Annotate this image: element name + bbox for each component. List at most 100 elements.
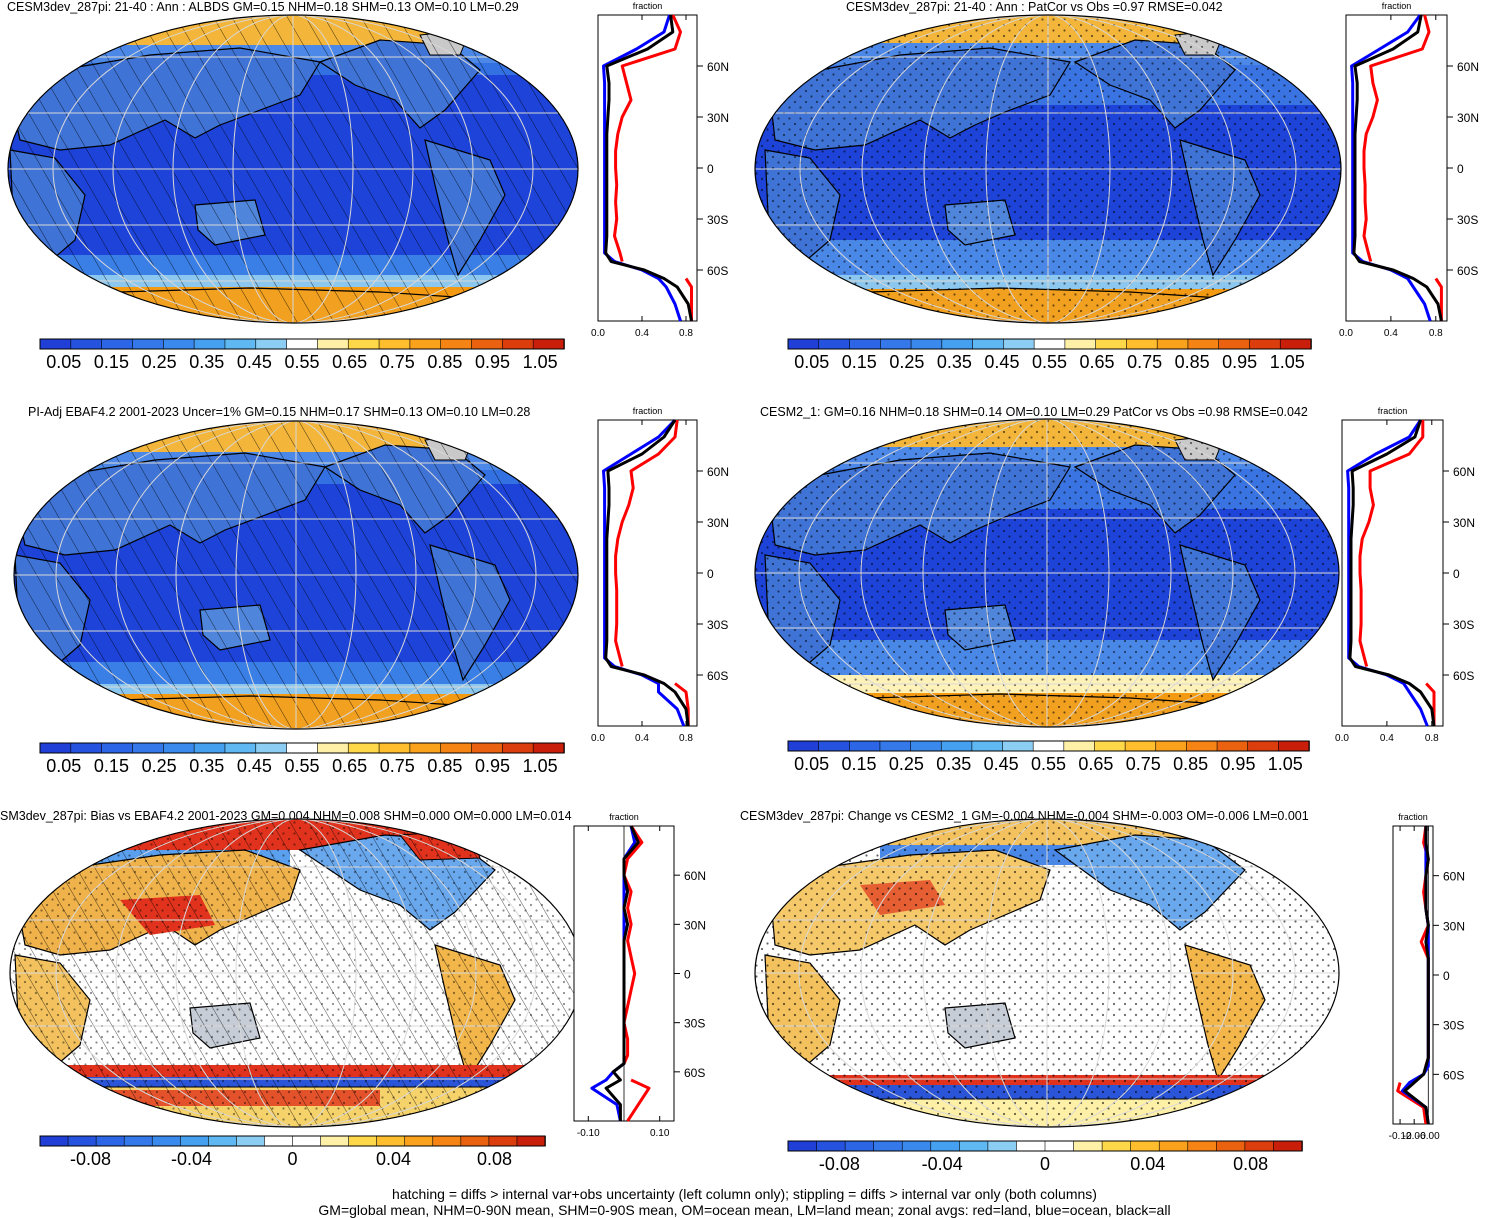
colorbar-swatch: [930, 1140, 961, 1152]
zonal-series-land: [622, 825, 651, 1122]
colorbar-swatch: [67, 1135, 97, 1147]
colorbar-label: 0.85: [1175, 352, 1210, 372]
colorbar-swatch: [1244, 1140, 1275, 1152]
zonal-xtick-label: 0.0: [591, 328, 605, 339]
colorbar-label: 0.35: [189, 756, 224, 776]
colorbar-swatch: [39, 1135, 69, 1147]
zonal-xtick-label: -0.00: [1417, 1131, 1440, 1142]
colorbar-swatch: [292, 1135, 322, 1147]
colorbar-swatch: [376, 1135, 406, 1147]
panel-4-map: [9, 818, 583, 1128]
colorbar-swatch: [39, 338, 72, 350]
zonal-plot-4: fraction -0.10 0.10 60N 30N 0 30S 60S: [573, 812, 706, 1139]
zonal-xtick-label: 0.4: [635, 328, 649, 339]
colorbar-swatch: [488, 1135, 518, 1147]
colorbar-frame: [787, 1140, 1303, 1152]
colorbar-label: 1.05: [523, 352, 558, 372]
zonal-xtick-label: -0.12: [1389, 1131, 1412, 1142]
colorbar-label: 1.05: [1270, 352, 1305, 372]
colorbar-swatch: [1032, 740, 1065, 752]
colorbar-label: 0.45: [984, 352, 1019, 372]
colorbar-swatch: [1216, 740, 1249, 752]
colorbar-label: 0.15: [94, 352, 129, 372]
panel-4-title: SM3dev_287pi: Bias vs EBAF4.2 2001-2023 …: [0, 809, 572, 823]
colorbar-swatch: [132, 338, 165, 350]
colorbar-swatch: [818, 740, 851, 752]
zonal-xtick-label: 0.4: [635, 733, 649, 744]
colorbar-swatch: [440, 742, 473, 754]
colorbar-swatch: [1003, 338, 1035, 350]
footer-line-2: GM=global mean, NHM=0-90N mean, SHM=0-90…: [318, 1202, 1171, 1218]
colorbar-label: 0.45: [237, 756, 272, 776]
zonal-ytick-label: 30N: [684, 918, 706, 932]
zonal-ytick-label: 30S: [1457, 213, 1478, 227]
colorbar-swatch: [1218, 338, 1251, 350]
zonal-ytick-label: 60S: [1453, 669, 1474, 683]
colorbar-swatch: [1095, 338, 1128, 350]
zonal-xlabel: fraction: [1382, 1, 1412, 11]
colorbar-label: 0.08: [477, 1149, 512, 1169]
colorbar-label: 0.05: [46, 352, 81, 372]
colorbar-label: 0.35: [189, 352, 224, 372]
colorbar-label: 0.25: [142, 352, 177, 372]
footer-line-1: hatching = diffs > internal var+obs unce…: [392, 1186, 1097, 1202]
panel-5: CESM3dev_287pi: Change vs CESM2_1 GM=-0.…: [740, 809, 1340, 1128]
colorbar-label: 0.45: [237, 352, 272, 372]
colorbar-label: 0.75: [1126, 754, 1161, 774]
zonal-xtick-label: 0.8: [679, 733, 693, 744]
colorbar-swatch: [255, 338, 288, 350]
zonal-series-land: [1362, 14, 1443, 321]
colorbar-2: 0.05 0.15 0.25 0.35 0.45 0.55 0.65 0.75 0.85 0.95…: [39, 742, 565, 776]
colorbar-swatch: [516, 1135, 546, 1147]
colorbar-swatch: [879, 338, 912, 350]
zonal-xtick-label: 0.8: [679, 328, 693, 339]
colorbar-swatch: [70, 742, 103, 754]
zonal-ytick-label: 30S: [707, 618, 728, 632]
zonal-xtick-label: 0.0: [1339, 328, 1353, 339]
colorbar-swatch: [1033, 338, 1066, 350]
zonal-xlabel: fraction: [633, 1, 663, 11]
zonal-ytick-label: 60N: [707, 60, 729, 74]
colorbar-swatch: [409, 338, 442, 350]
colorbar-swatch: [378, 742, 411, 754]
colorbar-swatch: [179, 1135, 210, 1147]
colorbar-swatch: [987, 1140, 1018, 1152]
colorbar-swatch: [236, 1135, 266, 1147]
colorbars: 0.05 0.15 0.25 0.35 0.45 0.55 0.65 0.75 0.85 0.95…: [39, 338, 1312, 1174]
colorbar-swatch: [193, 742, 226, 754]
zonal-xtick-label: 0.0: [591, 733, 605, 744]
colorbar-swatch: [101, 338, 134, 350]
zonal-xtick-label: 0.8: [1429, 328, 1443, 339]
panel-5-title: CESM3dev_287pi: Change vs CESM2_1 GM=-0.…: [740, 809, 1309, 823]
zonal-xtick-label: 0.8: [1425, 733, 1439, 744]
panel-2: PI-Adj EBAF4.2 2001-2023 Uncer=1% GM=0.1…: [13, 405, 579, 730]
colorbar-swatch: [471, 338, 504, 350]
zonal-ytick-label: 0: [707, 567, 714, 581]
colorbar-label: 0.65: [332, 352, 367, 372]
colorbar-swatch: [1130, 1140, 1161, 1152]
colorbar-5: -0.08 -0.04 0 0.04 0.08: [787, 1140, 1303, 1174]
colorbar-swatch: [849, 338, 882, 350]
colorbar-4: -0.08 -0.04 0 0.04 0.08: [39, 1135, 546, 1169]
colorbar-swatch: [1073, 1140, 1103, 1152]
colorbar-1: 0.05 0.15 0.25 0.35 0.45 0.55 0.65 0.75 0.85 0.95…: [787, 338, 1312, 372]
zonal-ytick-label: 30S: [1443, 1019, 1464, 1033]
colorbar-label: 0.25: [142, 756, 177, 776]
zonal-xtick-label: 0.4: [1380, 733, 1394, 744]
colorbar-swatch: [1126, 338, 1158, 350]
colorbar-swatch: [70, 338, 103, 350]
colorbar-swatch: [432, 1135, 462, 1147]
colorbar-swatch: [818, 338, 851, 350]
colorbar-swatch: [1094, 740, 1126, 752]
zonal-xtick-label: -0.06: [1403, 1131, 1426, 1142]
zonal-xtick-label: 0.0: [1335, 733, 1349, 744]
colorbar-frame: [787, 338, 1312, 350]
panel-3-map: [754, 418, 1340, 728]
colorbar-swatch: [848, 740, 881, 752]
colorbar-swatch: [1016, 1140, 1046, 1152]
colorbar-swatch: [940, 740, 973, 752]
colorbar-label: 0.55: [1031, 754, 1066, 774]
colorbar-swatch: [132, 742, 165, 754]
zonal-xlabel: fraction: [633, 406, 663, 416]
colorbar-swatch: [901, 1140, 932, 1152]
